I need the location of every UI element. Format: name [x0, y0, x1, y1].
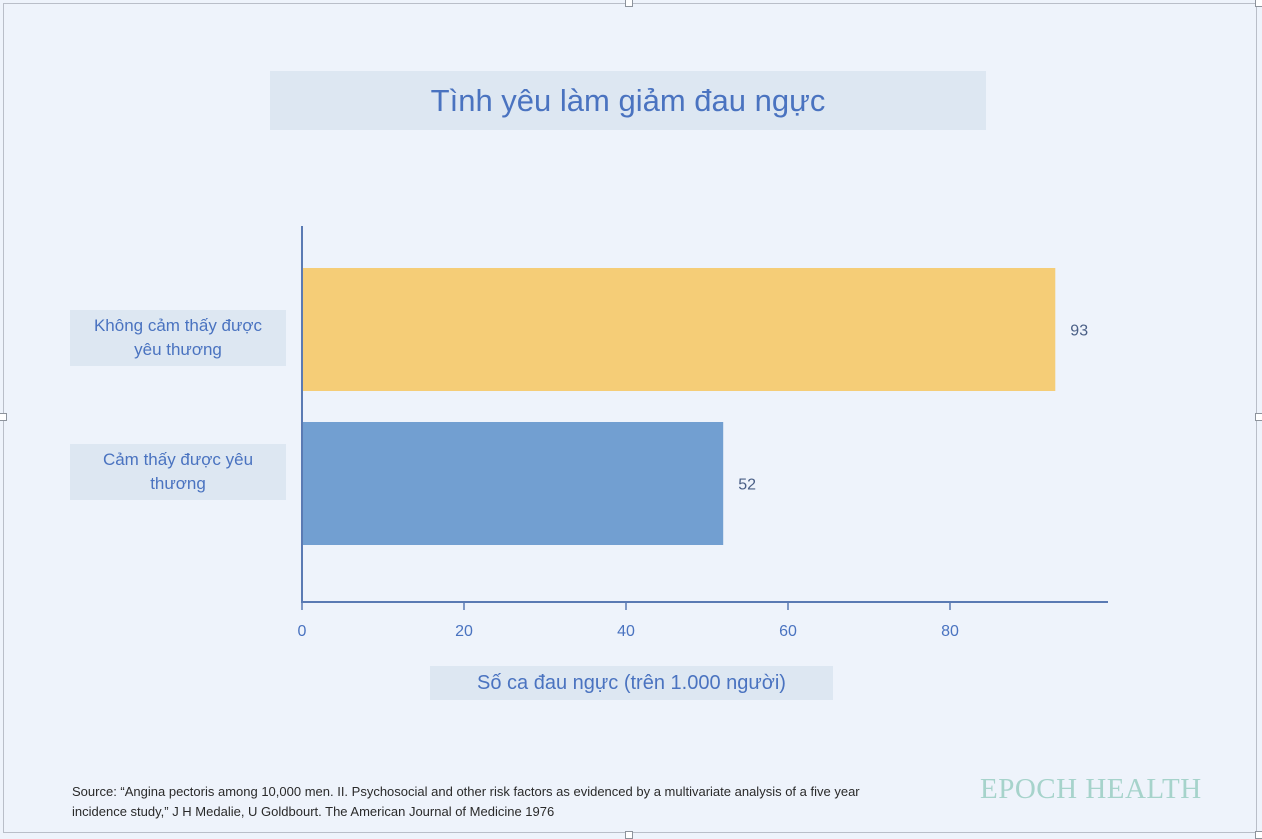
- resize-handle-top[interactable]: [625, 0, 633, 7]
- bar-0: [303, 268, 1056, 391]
- x-axis-label: Số ca đau ngực (trên 1.000 người): [477, 671, 786, 694]
- source-citation: Source: “Angina pectoris among 10,000 me…: [72, 784, 860, 819]
- chart-title: Tình yêu làm giảm đau ngực: [430, 82, 826, 118]
- category-label-1: Cảm thấy được yêu thương: [102, 450, 254, 493]
- x-tick-label-3: 60: [779, 623, 797, 640]
- x-tick-label-2: 40: [617, 623, 635, 640]
- resize-handle-top-right[interactable]: [1255, 0, 1262, 7]
- chart-title-box: Tình yêu làm giảm đau ngực: [270, 71, 986, 130]
- x-tick-label-0: 0: [298, 623, 307, 640]
- category-label-box-0: Không cảm thấy được yêu thương: [70, 310, 286, 366]
- resize-handle-right[interactable]: [1255, 413, 1262, 421]
- epoch-health-logo: EPOCH HEALTH: [980, 773, 1202, 805]
- x-tick-label-1: 20: [455, 623, 473, 640]
- category-label-box-1: Cảm thấy được yêu thương: [70, 444, 286, 500]
- x-tick-label-4: 80: [941, 623, 959, 640]
- category-label-0: Không cảm thấy được yêu thương: [93, 316, 263, 359]
- x-axis-label-box: Số ca đau ngực (trên 1.000 người): [430, 666, 833, 700]
- resize-handle-left[interactable]: [0, 413, 7, 421]
- data-label-1: 52: [738, 477, 756, 494]
- bar-1: [303, 422, 724, 545]
- data-label-0: 93: [1070, 323, 1088, 340]
